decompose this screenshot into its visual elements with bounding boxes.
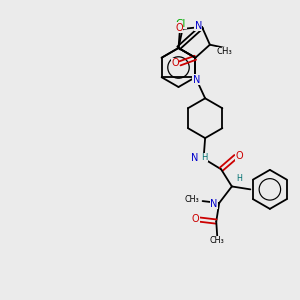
Text: N: N — [191, 153, 198, 163]
Text: N: N — [210, 199, 218, 208]
Text: O: O — [171, 58, 179, 68]
Text: H: H — [202, 153, 208, 162]
Text: N: N — [193, 75, 200, 85]
Text: O: O — [192, 214, 199, 224]
Text: Cl: Cl — [176, 19, 186, 29]
Text: O: O — [236, 151, 243, 161]
Text: N: N — [195, 21, 202, 31]
Text: CH₃: CH₃ — [217, 47, 233, 56]
Text: O: O — [175, 23, 183, 33]
Text: CH₃: CH₃ — [210, 236, 225, 245]
Text: CH₃: CH₃ — [184, 195, 199, 204]
Text: H: H — [237, 173, 242, 182]
